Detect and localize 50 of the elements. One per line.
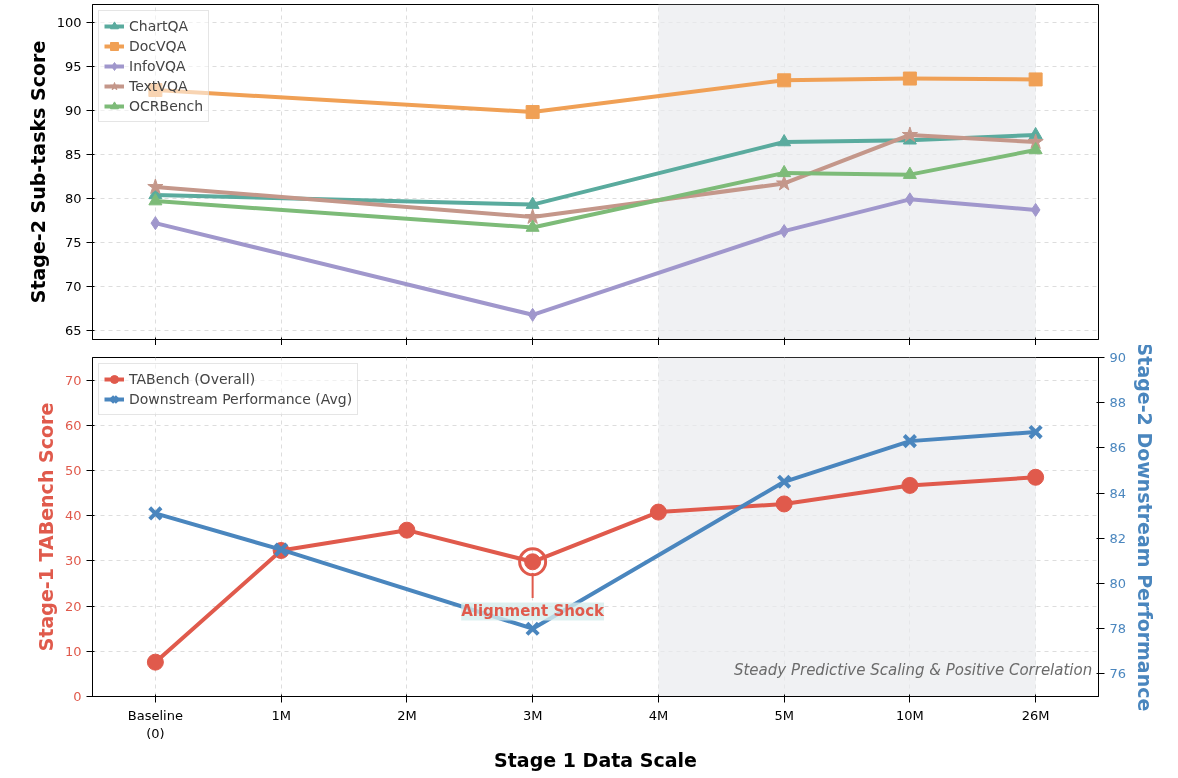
y-tick-label: 75 [64,235,82,251]
y-tick-label: 40 [64,508,82,524]
y-tick-label: 10 [64,643,82,659]
point [1027,468,1045,486]
x-tick-label: 3M [522,707,543,723]
x-tick-label: Baseline (0) [127,707,183,741]
y2-tick-label: 82 [1109,530,1127,546]
y2-tick-label: 78 [1109,621,1127,637]
y-tick-label: 65 [64,323,82,339]
y-tick-label: 100 [56,14,82,30]
point [901,476,919,494]
y-axis-title: Stage-1 TABench Score [34,402,57,652]
y-tick-label: 70 [64,372,82,388]
y-tick-label: 90 [64,102,82,118]
x-tick-label: 5M [774,707,794,723]
legend-label: ChartQA [129,18,189,34]
legend-label: Downstream Performance (Avg) [129,391,353,407]
annotation: Steady Predictive Scaling & Positive Correlation [733,660,1093,679]
x-tick-label: 1M [271,707,291,723]
y2-tick-label: 76 [1109,666,1127,682]
x-tick-label: 4M [648,707,669,723]
y2-tick-label: 86 [1109,440,1127,456]
y-axis-title: Stage-2 Sub-tasks Score [26,40,49,304]
y2-tick-label: 80 [1109,576,1127,591]
point [146,653,164,671]
x-tick-label: 10M [896,707,924,723]
x-tick-label: 26M [1021,707,1050,723]
legend-label: TextVQA [129,78,188,94]
y-tick-label: 85 [64,146,82,162]
y-tick-label: 0 [73,689,82,704]
point [775,495,793,513]
y2-tick-label: 88 [1109,395,1127,411]
point [398,521,416,539]
x-axis-title: Stage 1 Data Scale [494,748,697,771]
y-tick-label: 30 [64,553,82,569]
y-tick-label: 95 [64,58,82,74]
legend-label: TABench (Overall) [129,371,256,387]
annotation: Alignment Shock [461,602,606,621]
point [649,503,667,521]
y-tick-label: 80 [64,190,82,206]
y-tick-label: 50 [64,463,82,478]
y2-tick-label: 90 [1109,350,1127,365]
legend-label: OCRBench [129,98,204,114]
y2-tick-label: 84 [1109,485,1127,501]
x-tick-label: 2M [397,707,417,723]
legend-label: InfoVQA [129,58,186,74]
y-tick-label: 20 [64,598,82,614]
legend-label: DocVQA [129,38,187,54]
y-tick-label: 60 [64,417,82,433]
y-tick-label: 70 [64,279,82,295]
